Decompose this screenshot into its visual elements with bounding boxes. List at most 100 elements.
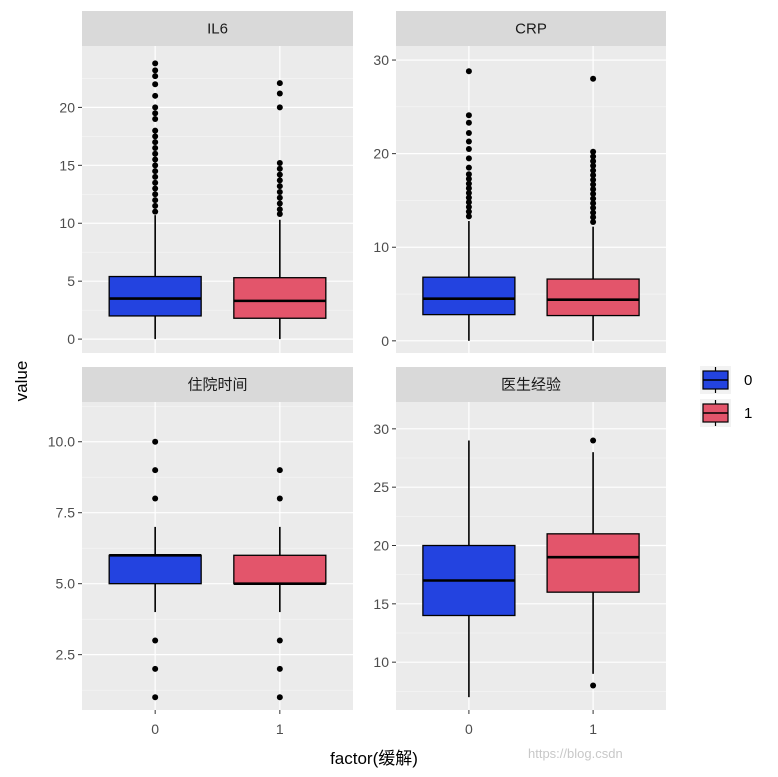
y-tick-label: 30	[373, 421, 389, 437]
outlier-point	[152, 104, 159, 111]
outlier-point	[465, 164, 472, 171]
box	[108, 554, 202, 585]
outlier-point	[465, 68, 472, 75]
y-tick-label: 20	[59, 99, 75, 115]
outlier-point	[276, 188, 283, 195]
outlier-point	[590, 176, 597, 183]
outlier-point	[590, 218, 597, 225]
box-group-0	[108, 60, 202, 340]
facet-panels: 0 5 10 15 20 IL6 0 10 20 30 CRP 2.5 5.0 7.5 10.0 住院时间 10…	[48, 11, 666, 710]
outlier-point	[590, 162, 597, 169]
x-tick-label: 0	[465, 721, 473, 737]
outlier-point	[590, 172, 597, 179]
box-group-0	[422, 440, 516, 698]
outlier-point	[590, 181, 597, 188]
y-tick-label: 10.0	[48, 434, 75, 450]
outlier-point	[152, 139, 159, 146]
outlier-point	[152, 191, 159, 198]
outlier-point	[152, 197, 159, 204]
outlier-point	[465, 112, 472, 119]
outlier-point	[152, 144, 159, 151]
outlier-point	[590, 186, 597, 193]
outlier-point	[152, 162, 159, 169]
outlier-point	[465, 171, 472, 178]
outlier-point	[152, 179, 159, 186]
x-tick-label: 1	[589, 721, 597, 737]
facet-title: 住院时间	[187, 376, 247, 394]
outlier-point	[276, 165, 283, 172]
outlier-point	[152, 115, 159, 122]
outlier-point	[152, 92, 159, 99]
outlier-point	[465, 199, 472, 206]
outlier-point	[465, 189, 472, 196]
outlier-point	[152, 168, 159, 175]
y-tick-label: 15	[373, 596, 389, 612]
facet-title: 医生经验	[501, 377, 561, 394]
outlier-point	[152, 202, 159, 209]
legend-entry-0: 0	[700, 366, 752, 394]
x-axis: 0 1 0 1	[151, 710, 597, 737]
box-group-0	[422, 68, 516, 341]
outlier-point	[590, 200, 597, 207]
box-group-1	[546, 75, 640, 341]
box	[546, 278, 640, 317]
outlier-point	[465, 194, 472, 201]
outlier-point	[276, 467, 283, 474]
outlier-point	[276, 90, 283, 97]
outlier-point	[590, 148, 597, 155]
outlier-point	[465, 208, 472, 215]
outlier-point	[152, 133, 159, 140]
y-axis-title: value	[12, 361, 31, 402]
outlier-point	[276, 200, 283, 207]
x-tick-label: 0	[151, 721, 159, 737]
outlier-point	[465, 138, 472, 145]
outlier-point	[590, 75, 597, 82]
y-tick-label: 20	[373, 538, 389, 554]
box	[233, 277, 327, 319]
facet-title: IL6	[207, 21, 228, 38]
facet-strip	[82, 367, 353, 402]
outlier-point	[590, 214, 597, 221]
box-group-1	[233, 467, 327, 701]
outlier-point	[152, 495, 159, 502]
outlier-point	[465, 213, 472, 220]
box-group-1	[546, 437, 640, 689]
outlier-point	[152, 150, 159, 157]
outlier-point	[590, 195, 597, 202]
y-tick-label: 7.5	[56, 505, 76, 521]
outlier-point	[465, 155, 472, 162]
outlier-point	[152, 438, 159, 445]
outlier-point	[590, 437, 597, 444]
outlier-point	[465, 119, 472, 126]
outlier-point	[152, 81, 159, 88]
y-tick-label: 2.5	[56, 647, 76, 663]
facet-strip	[396, 11, 666, 46]
y-tick-label: 0	[381, 333, 389, 349]
outlier-point	[276, 80, 283, 87]
outlier-point	[152, 208, 159, 215]
facet-panel: 0 5 10 15 20 IL6	[59, 11, 353, 353]
y-tick-label: 5.0	[56, 576, 76, 592]
y-tick-label: 30	[373, 52, 389, 68]
y-tick-label: 20	[373, 146, 389, 162]
outlier-point	[590, 682, 597, 689]
outlier-point	[465, 130, 472, 137]
outlier-point	[276, 171, 283, 178]
watermark: https://blog.csdn 拓端数据部落 @稀土掘金技术社区	[528, 736, 754, 773]
outlier-point	[590, 167, 597, 174]
x-tick-label: 1	[276, 721, 284, 737]
outlier-point	[276, 183, 283, 190]
outlier-point	[152, 665, 159, 672]
y-tick-label: 15	[59, 157, 75, 173]
outlier-point	[152, 73, 159, 80]
outlier-point	[276, 210, 283, 217]
watermark-url: https://blog.csdn	[528, 746, 623, 761]
box	[422, 276, 516, 316]
box	[108, 275, 202, 317]
outlier-point	[152, 110, 159, 117]
legend: 01	[700, 366, 752, 427]
outlier-point	[465, 175, 472, 182]
outlier-point	[152, 127, 159, 134]
outlier-point	[590, 153, 597, 160]
y-tick-label: 10	[59, 215, 75, 231]
